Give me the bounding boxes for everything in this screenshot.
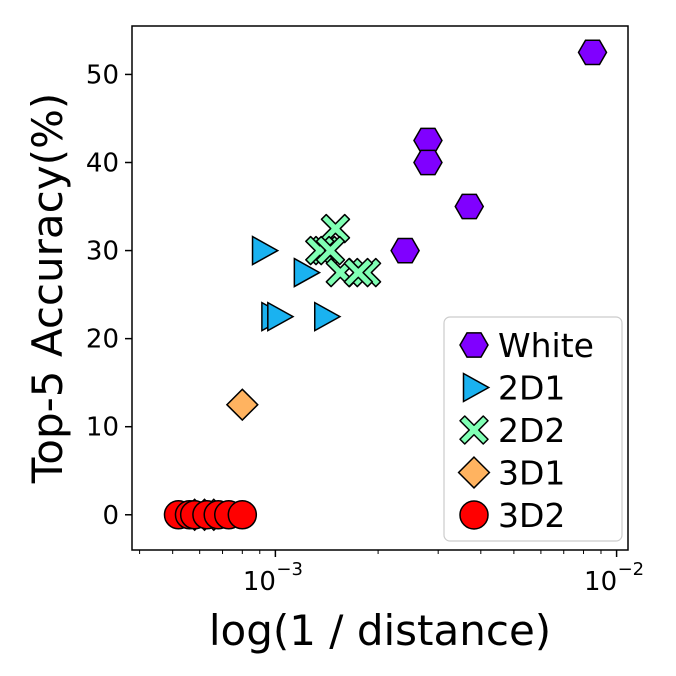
y-tick-label: 50	[86, 60, 119, 90]
legend-item-white: White	[459, 326, 594, 365]
point-2d1-3	[267, 301, 295, 332]
y-tick-label: 0	[102, 501, 119, 531]
point-white-4	[390, 237, 420, 264]
legend-marker-2d2	[459, 415, 489, 445]
legend-marker-3d2	[459, 500, 489, 530]
x-tick-exponent: −3	[276, 559, 303, 580]
series-3d2	[163, 500, 258, 530]
legend-item-3d1: 3D1	[457, 454, 565, 493]
y-tick-label: 20	[86, 325, 119, 355]
point-2d1-0	[251, 235, 280, 266]
legend-label: 3D2	[498, 496, 565, 535]
point-2d1-1	[293, 257, 322, 288]
point-white-3	[454, 193, 485, 220]
point-2d2-6	[343, 257, 374, 288]
legend-marker-3d1	[457, 456, 491, 489]
x-axis-label: log(1 / distance)	[209, 606, 551, 655]
legend-marker-2d1	[462, 372, 491, 403]
legend-label: 2D2	[498, 411, 565, 450]
legend-item-3d2: 3D2	[459, 496, 565, 535]
y-tick-label: 10	[86, 413, 119, 443]
legend-item-2d2: 2D2	[459, 411, 565, 450]
legend-label: 2D1	[498, 369, 565, 408]
point-3d1-0	[225, 388, 259, 422]
y-tick-label: 40	[86, 149, 119, 179]
point-2d2-0	[320, 213, 351, 244]
point-3d2-6	[227, 500, 258, 530]
y-axis-label: Top-5 Accuracy(%)	[23, 93, 72, 485]
y-tick-label: 30	[86, 237, 119, 267]
marks-layer	[163, 39, 608, 532]
point-white-2	[413, 149, 443, 176]
x-tick-exponent: −2	[618, 559, 645, 580]
point-2d2-3	[315, 235, 346, 266]
legend-label: White	[498, 326, 594, 365]
series-2d2	[305, 213, 382, 288]
point-white-0	[577, 39, 608, 66]
x-tick-label: 10	[243, 567, 276, 597]
plot-frame	[131, 25, 629, 551]
legend-item-2d1: 2D1	[462, 369, 565, 408]
point-white-1	[413, 127, 443, 154]
legend-box	[443, 316, 623, 542]
legend-marker-white	[459, 332, 489, 358]
point-2d1-4	[313, 301, 342, 332]
legend-label: 3D1	[498, 454, 565, 493]
series-2d1	[251, 235, 342, 332]
x-tick-label: 10	[584, 567, 617, 597]
series-white	[390, 39, 608, 264]
